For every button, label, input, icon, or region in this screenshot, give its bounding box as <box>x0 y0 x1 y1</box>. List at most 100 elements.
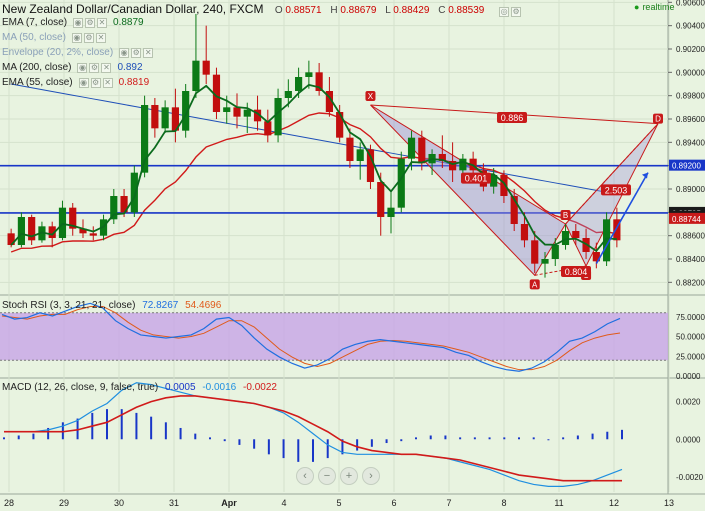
macd-histogram-bar <box>562 437 565 440</box>
price-tag <box>669 159 705 171</box>
candle-body <box>223 107 231 112</box>
pattern-point-marker <box>529 279 540 290</box>
settings-icon[interactable]: ⚙ <box>90 78 101 88</box>
indicator-controls: ◉ ⚙ ✕ <box>73 17 109 28</box>
time-axis-label: 6 <box>391 498 396 508</box>
scroll-right-icon[interactable]: › <box>362 467 380 485</box>
indicator-value: 0.8879 <box>113 17 144 29</box>
stoch-tick-label: 75.0000 <box>676 313 705 322</box>
candle-body <box>243 109 251 117</box>
macd-histogram-bar <box>532 437 535 440</box>
candle-body <box>407 137 416 159</box>
stoch-tick-label: 50.0000 <box>676 333 705 342</box>
macd-hist-value: 0.0005 <box>164 382 196 393</box>
pattern-point-label: D <box>655 115 661 124</box>
macd-histogram-bar <box>120 409 123 440</box>
scroll-left-icon[interactable]: ‹ <box>296 467 314 485</box>
macd-label[interactable]: MACD (12, 26, close, 9, false, true) <box>2 382 159 393</box>
price-tick-label: 0.90000 <box>676 68 705 77</box>
macd-signal-value: -0.0022 <box>243 382 277 393</box>
macd-histogram-bar <box>3 437 5 440</box>
macd-histogram-bar <box>179 427 182 440</box>
candle-body <box>48 226 56 238</box>
ema55-line <box>10 112 618 253</box>
indicator-controls: ◉ ⚙ ✕ <box>119 47 155 58</box>
settings-icon[interactable]: ⚙ <box>85 18 96 28</box>
macd-histogram-bar <box>576 435 579 440</box>
projection-arrowhead <box>642 172 648 179</box>
candle-body <box>561 231 570 245</box>
macd-histogram-bar <box>17 435 20 440</box>
indicator-label[interactable]: EMA (55, close) <box>2 77 73 89</box>
indicator-legend-row: MA (200, close) ◉ ⚙ ✕ 0.892 <box>2 62 143 73</box>
indicator-legend-row: EMA (7, close) ◉ ⚙ ✕ 0.8879 <box>2 17 144 28</box>
macd-histogram-bar <box>238 439 241 445</box>
candle-body <box>202 60 210 75</box>
candle-body <box>212 74 221 112</box>
indicator-label[interactable]: Envelope (20, 2%, close) <box>2 47 114 59</box>
candle-body <box>305 72 313 77</box>
candle-body <box>449 161 457 171</box>
indicator-label[interactable]: MA (200, close) <box>2 62 72 74</box>
indicator-label[interactable]: MA (50, close) <box>2 32 66 44</box>
macd-histogram-bar <box>194 433 197 440</box>
pattern-ratio-box <box>561 266 591 277</box>
pattern-ratio-label: 0.401 <box>465 174 488 184</box>
candle-body <box>592 252 600 262</box>
visibility-icon[interactable]: ◉ <box>78 78 89 88</box>
close-icon[interactable]: ✕ <box>101 63 112 73</box>
candle-body <box>551 245 559 259</box>
time-axis-label: 7 <box>446 498 451 508</box>
close-icon[interactable]: ✕ <box>95 33 106 43</box>
time-axis-label: 5 <box>336 498 341 508</box>
time-axis-label: 12 <box>609 498 619 508</box>
macd-histogram-bar <box>312 439 314 462</box>
settings-icon[interactable]: ⚙ <box>511 6 522 17</box>
macd-histogram-bar <box>429 435 432 440</box>
macd-histogram-bar <box>32 433 35 440</box>
candle-body <box>418 137 426 164</box>
candle-body <box>295 77 303 91</box>
macd-histogram-bar <box>518 437 520 440</box>
pattern-point-label: X <box>368 92 374 101</box>
time-axis-label: 29 <box>59 498 69 508</box>
open-value: 0.88571 <box>285 5 322 16</box>
candle-body <box>89 233 97 236</box>
candle-body <box>130 172 138 213</box>
price-tick-label: 0.88200 <box>676 278 705 287</box>
macd-histogram-bar <box>385 439 388 444</box>
settings-icon[interactable]: ⚙ <box>83 33 94 43</box>
settings-icon[interactable]: ⚙ <box>89 63 100 73</box>
indicator-value: 0.892 <box>117 62 143 74</box>
macd-histogram-bar <box>473 437 476 440</box>
close-icon[interactable]: ✕ <box>97 18 108 28</box>
close-icon[interactable]: ✕ <box>102 78 113 88</box>
macd-histogram-bar <box>606 431 609 440</box>
visibility-icon[interactable]: ◉ <box>73 18 84 28</box>
price-tick-label: 0.88600 <box>676 232 705 241</box>
time-axis-label: 11 <box>554 498 563 508</box>
macd-histogram-bar <box>135 412 138 440</box>
candle-body <box>28 217 36 241</box>
macd-histogram-bar <box>621 429 623 440</box>
symbol-title[interactable]: New Zealand Dollar/Canadian Dollar, 240,… <box>2 2 264 16</box>
chart-navigation: ‹ − + › <box>296 466 384 486</box>
visibility-icon[interactable]: ◉ <box>71 33 82 43</box>
macd-histogram-bar <box>459 437 462 440</box>
visibility-icon[interactable]: ◉ <box>77 63 88 73</box>
stoch-tick-label: 0.0000 <box>676 372 701 381</box>
settings-icon[interactable]: ⚙ <box>131 48 142 58</box>
stoch-label[interactable]: Stoch RSI (3, 3, 21, 21, close) <box>2 300 136 311</box>
candle-body <box>161 107 169 129</box>
indicator-label[interactable]: EMA (7, close) <box>2 17 68 29</box>
indicator-controls: ◉ ⚙ ✕ <box>77 62 113 73</box>
macd-tick-label: -0.0020 <box>676 473 704 482</box>
close-icon[interactable]: ✕ <box>143 48 154 58</box>
zoom-in-icon[interactable]: + <box>340 467 358 485</box>
hide-icon[interactable]: ◎ <box>499 6 510 17</box>
visibility-icon[interactable]: ◉ <box>119 48 130 58</box>
indicator-value: 0.8819 <box>118 77 150 89</box>
zoom-out-icon[interactable]: − <box>318 467 336 485</box>
